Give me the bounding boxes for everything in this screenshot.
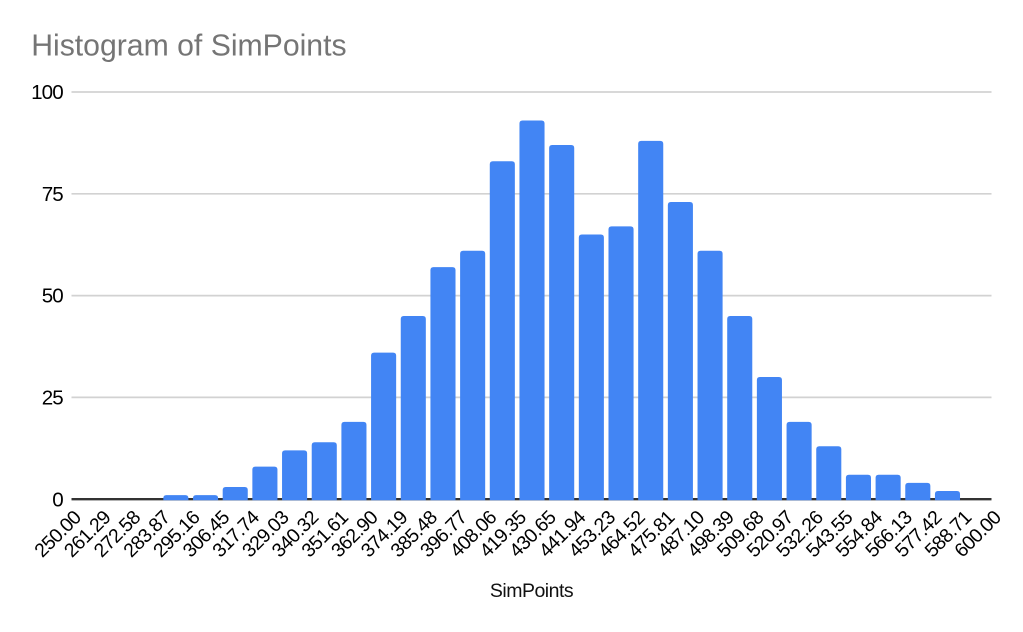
- svg-text:SimPoints: SimPoints: [490, 580, 574, 602]
- svg-text:25: 25: [42, 387, 64, 410]
- svg-text:100: 100: [31, 81, 63, 104]
- svg-text:0: 0: [52, 488, 63, 511]
- svg-text:75: 75: [42, 183, 64, 206]
- svg-text:Histogram of SimPoints: Histogram of SimPoints: [31, 29, 346, 62]
- svg-text:50: 50: [42, 285, 64, 308]
